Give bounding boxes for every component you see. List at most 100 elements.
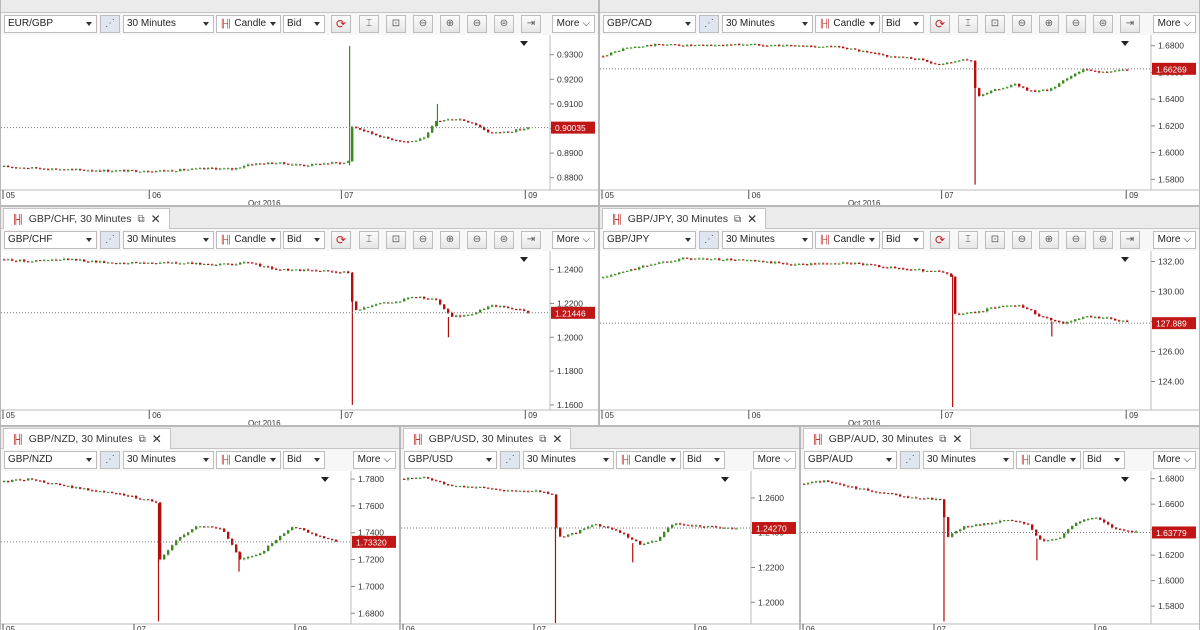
chart-tab[interactable]: ╟╢ GBP/USD, 30 Minutes ⧉ ✕ <box>403 428 572 449</box>
trend-icon[interactable]: ⋰ <box>100 451 120 469</box>
chart-tab[interactable]: ╟╢ GBP/CHF, 30 Minutes ⧉ ✕ <box>3 208 170 229</box>
chart-type-select[interactable]: ╟╢ Candle <box>1016 451 1081 469</box>
close-icon[interactable]: ✕ <box>552 432 563 446</box>
chart-plot[interactable]: 1.68001.66001.64001.62001.60001.58000506… <box>600 35 1199 205</box>
chart-type-select[interactable]: ╟╢ Candle <box>815 15 880 33</box>
timeframe-select[interactable]: 30 Minutes <box>722 231 813 249</box>
candle <box>415 140 418 142</box>
zoom-out-icon[interactable]: ⊖ <box>413 231 433 249</box>
more-button[interactable]: More ⌵ <box>551 15 595 33</box>
popout-icon[interactable]: ⧉ <box>939 433 947 445</box>
timeframe-select[interactable]: 30 Minutes <box>123 15 214 33</box>
popout-icon[interactable]: ⧉ <box>137 213 145 225</box>
zoom-reset-icon[interactable]: ⊜ <box>1093 15 1113 33</box>
chart-tab[interactable]: ╟╢ GBP/NZD, 30 Minutes ⧉ ✕ <box>3 428 171 449</box>
instrument-select[interactable]: GBP/AUD <box>804 451 897 469</box>
price-side-select[interactable]: Bid <box>882 15 924 33</box>
timeframe-select[interactable]: 30 Minutes <box>523 451 614 469</box>
chart-type-select[interactable]: ╟╢ Candle <box>216 15 281 33</box>
scroll-end-icon[interactable]: ⇥ <box>1120 15 1140 33</box>
trend-icon[interactable]: ⋰ <box>500 451 520 469</box>
lock-icon[interactable]: ⊡ <box>985 231 1005 249</box>
zoom-in-icon[interactable]: ⊕ <box>440 231 460 249</box>
instrument-select[interactable]: GBP/NZD <box>4 451 97 469</box>
price-side-select[interactable]: Bid <box>683 451 725 469</box>
candle <box>43 479 46 483</box>
scroll-end-icon[interactable]: ⇥ <box>1120 231 1140 249</box>
zoom-minus-icon[interactable]: ⊖ <box>1066 231 1086 249</box>
chart-plot[interactable]: 1.2400 1.2200 1.2000 1.1800 1.1600 05 06 07 09 Oc… <box>1 251 598 425</box>
timeframe-select[interactable]: 30 Minutes <box>923 451 1014 469</box>
close-icon[interactable]: ✕ <box>150 212 161 226</box>
price-side-select[interactable]: Bid <box>283 15 325 33</box>
close-icon[interactable]: ✕ <box>747 212 758 226</box>
scroll-end-icon[interactable]: ⇥ <box>521 231 541 249</box>
more-button[interactable]: More ⌵ <box>1152 451 1196 469</box>
zoom-reset-icon[interactable]: ⊜ <box>494 231 514 249</box>
more-button[interactable]: More ⌵ <box>1152 231 1196 249</box>
more-button[interactable]: More ⌵ <box>1152 15 1196 33</box>
instrument-select[interactable]: EUR/GBP <box>4 15 97 33</box>
cursor-icon[interactable]: ⌶ <box>359 231 379 249</box>
zoom-in-icon[interactable]: ⊕ <box>440 15 460 33</box>
refresh-icon[interactable]: ⟳ <box>331 15 351 33</box>
more-button[interactable]: More ⌵ <box>352 451 396 469</box>
refresh-icon[interactable]: ⟳ <box>331 231 351 249</box>
chart-type-select[interactable]: ╟╢ Candle <box>216 451 281 469</box>
cursor-icon[interactable]: ⌶ <box>958 15 978 33</box>
chart-type-select[interactable]: ╟╢ Candle <box>216 231 281 249</box>
price-side-select[interactable]: Bid <box>283 231 325 249</box>
zoom-reset-icon[interactable]: ⊜ <box>1093 231 1113 249</box>
popout-icon[interactable]: ⧉ <box>539 433 547 445</box>
zoom-minus-icon[interactable]: ⊖ <box>467 15 487 33</box>
zoom-out-icon[interactable]: ⊖ <box>1012 15 1032 33</box>
y-tick-label: 1.2000 <box>557 332 583 342</box>
price-side-select[interactable]: Bid <box>882 231 924 249</box>
trend-icon[interactable]: ⋰ <box>100 15 120 33</box>
lock-icon[interactable]: ⊡ <box>386 15 406 33</box>
popout-icon[interactable]: ⧉ <box>733 213 742 225</box>
chart-tab[interactable]: ╟╢ GBP/AUD, 30 Minutes ⧉ ✕ <box>803 428 972 449</box>
chart-tab[interactable]: ╟╢ GBP/JPY, 30 Minutes ⧉ ✕ <box>602 208 767 229</box>
chart-type-select[interactable]: ╟╢ Candle <box>815 231 880 249</box>
trend-icon[interactable]: ⋰ <box>100 231 120 249</box>
zoom-minus-icon[interactable]: ⊖ <box>1066 15 1086 33</box>
timeframe-select[interactable]: 30 Minutes <box>123 451 214 469</box>
instrument-select[interactable]: GBP/JPY <box>603 231 696 249</box>
zoom-in-icon[interactable]: ⊕ <box>1039 231 1059 249</box>
cursor-icon[interactable]: ⌶ <box>958 231 978 249</box>
price-side-select[interactable]: Bid <box>283 451 325 469</box>
refresh-icon[interactable]: ⟳ <box>930 231 950 249</box>
scroll-end-icon[interactable]: ⇥ <box>521 15 541 33</box>
chart-plot[interactable]: 0.93000.92000.91000.90000.89000.88000506… <box>1 35 598 205</box>
zoom-in-icon[interactable]: ⊕ <box>1039 15 1059 33</box>
zoom-out-icon[interactable]: ⊖ <box>413 15 433 33</box>
close-icon[interactable]: ✕ <box>952 432 963 446</box>
chart-plot[interactable]: 1.68001.66001.64001.62001.60001.58000607… <box>801 471 1199 630</box>
more-button[interactable]: More ⌵ <box>551 231 595 249</box>
trend-icon[interactable]: ⋰ <box>699 231 719 249</box>
chart-type-select[interactable]: ╟╢ Candle <box>616 451 681 469</box>
zoom-out-icon[interactable]: ⊖ <box>1012 231 1032 249</box>
trend-icon[interactable]: ⋰ <box>900 451 920 469</box>
timeframe-select[interactable]: 30 Minutes <box>123 231 214 249</box>
price-side-select[interactable]: Bid <box>1083 451 1125 469</box>
close-icon[interactable]: ✕ <box>151 432 162 446</box>
refresh-icon[interactable]: ⟳ <box>930 15 950 33</box>
timeframe-select[interactable]: 30 Minutes <box>722 15 813 33</box>
zoom-minus-icon[interactable]: ⊖ <box>467 231 487 249</box>
trend-icon[interactable]: ⋰ <box>699 15 719 33</box>
candle <box>822 46 825 48</box>
chart-plot[interactable]: 132.00130.00128.00126.00124.0005060709Oc… <box>600 251 1199 425</box>
lock-icon[interactable]: ⊡ <box>985 15 1005 33</box>
instrument-select[interactable]: GBP/USD <box>404 451 497 469</box>
popout-icon[interactable]: ⧉ <box>138 433 146 445</box>
cursor-icon[interactable]: ⌶ <box>359 15 379 33</box>
lock-icon[interactable]: ⊡ <box>386 231 406 249</box>
more-button[interactable]: More ⌵ <box>752 451 796 469</box>
instrument-select[interactable]: GBP/CAD <box>603 15 696 33</box>
zoom-reset-icon[interactable]: ⊜ <box>494 15 514 33</box>
chart-plot[interactable]: 1.7800 1.7600 1.7400 1.7200 1.7000 1.6800 05 07… <box>1 471 399 630</box>
instrument-select[interactable]: GBP/CHF <box>4 231 97 249</box>
